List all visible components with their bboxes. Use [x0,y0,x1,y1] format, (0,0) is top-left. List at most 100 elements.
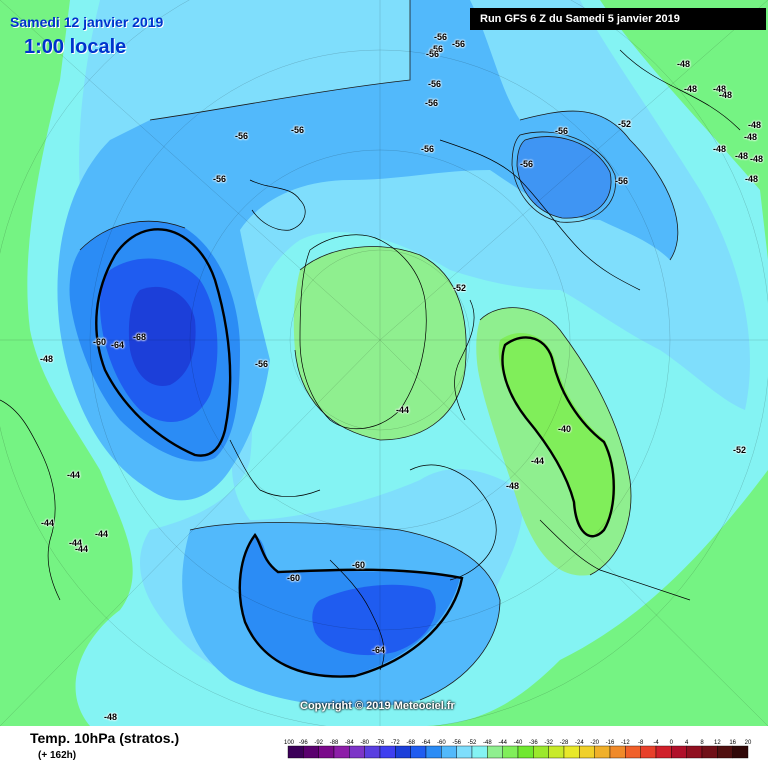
color-scale-label: -36 [529,740,538,746]
isotherm-label: -56 [255,359,269,369]
color-scale-swatch [425,745,442,759]
isotherm-label: -56 [425,98,439,108]
color-scale-label: -76 [376,740,385,746]
color-scale-label: -84 [345,740,354,746]
isotherm-label: -40 [558,424,572,434]
isotherm-label: -44 [75,544,89,554]
isotherm-label: -48 [719,90,733,100]
color-scale-label: -16 [606,740,615,746]
isotherm-label: -60 [93,337,107,347]
color-scale-swatch [517,745,534,759]
isotherm-label: -56 [434,32,448,42]
isotherm-label: -48 [713,144,727,154]
isotherm-label: -48 [684,84,698,94]
isotherm-label: -48 [745,174,759,184]
isotherm-label: -48 [713,84,727,94]
color-scale-label: -20 [590,740,599,746]
color-scale-label: -64 [422,740,431,746]
graticule [0,0,768,726]
color-scale-label: -8 [638,740,644,746]
isotherm-label: -52 [618,119,632,129]
isotherm-label: -44 [396,405,410,415]
color-scale-swatch [441,745,457,759]
isotherm-label: -56 [430,44,444,54]
color-scale-swatch [579,745,595,759]
isotherm-label: -68 [133,332,147,342]
isotherm-band-minus-60-siberia [516,136,612,219]
color-scale-swatch [548,745,565,759]
color-scale-label: -52 [468,740,477,746]
isotherm-label: -48 [748,120,762,130]
color-scale-swatch [333,745,350,759]
color-scale-swatch [471,745,488,759]
isotherm-band-minus-68 [128,286,196,386]
isotherm-label: -56 [428,79,442,89]
isotherm-label: -48 [750,154,764,164]
color-scale-label: -80 [360,740,369,746]
color-scale-swatch [456,745,473,759]
color-scale-label: -12 [621,740,630,746]
isotherm-label: -56 [421,144,435,154]
color-scale-label: -28 [560,740,569,746]
color-scale-swatch [364,745,381,759]
isotherm-band-minus-64-south [312,584,436,656]
color-scale-swatch [395,745,411,759]
thin-isotherm-lines [79,0,679,701]
isotherm-label: -48 [104,712,118,722]
isotherm-label: -56 [291,125,305,135]
color-scale-label: 16 [729,740,736,746]
color-scale-label: -100 [284,740,295,746]
contour-minus-60-north [95,228,232,457]
forecast-hour: (+ 162h) [38,750,77,761]
isotherm-label: -48 [677,59,691,69]
color-scale-swatch [655,745,672,759]
color-scale-swatch [410,745,427,759]
color-scale-label: 0 [670,740,674,746]
isotherm-label: -56 [235,131,249,141]
isotherm-label: -44 [41,518,55,528]
contour-minus-40 [501,336,615,538]
color-scale-swatch [732,745,749,759]
copyright-text: Copyright © 2019 Meteociel.fr [300,700,455,712]
color-scale-label: -88 [330,740,339,746]
color-scale-swatch [640,745,657,759]
color-scale-swatch [287,745,304,759]
color-scale-swatch [349,745,365,759]
color-scale-label: -32 [544,740,553,746]
isotherm-label: -64 [111,340,125,350]
color-scale-legend: -100-96-92-88-84-80-76-72-68-64-60-56-52… [284,740,752,759]
isotherm-label: -64 [372,645,386,655]
isotherm-label: -44 [67,470,81,480]
isotherm-label: -56 [615,176,629,186]
model-run-banner: Run GFS 6 Z du Samedi 5 janvier 2019 [470,8,766,30]
color-scale-label: -48 [483,740,492,746]
color-scale-label: 12 [714,740,721,746]
color-scale-swatch [671,745,687,759]
color-scale-label: -24 [575,740,584,746]
color-scale-label: 20 [745,740,752,746]
isotherm-label: -56 [520,159,534,169]
local-time-title: 1:00 locale [24,36,127,58]
isotherm-label: -60 [352,560,366,570]
isotherm-label: -56 [452,39,466,49]
color-scale-label: -56 [452,740,461,746]
isotherm-band-minus-40 [498,332,616,536]
isotherm-label: -60 [287,573,301,583]
isotherm-label: -44 [95,529,109,539]
isotherm-label: -52 [453,283,467,293]
coastlines [0,49,741,671]
color-scale-swatch [318,745,335,759]
isotherm-label: -44 [69,538,83,548]
color-scale-swatch [594,745,611,759]
forecast-date-title: Samedi 12 janvier 2019 [10,14,164,30]
isotherm-label: -52 [733,445,747,455]
color-scale-swatch [717,745,733,759]
isotherm-label: -48 [506,481,520,491]
isotherm-label: -44 [531,456,545,466]
isotherm-label: -48 [744,132,758,142]
color-scale-label: 4 [685,740,689,746]
variable-name: Temp. 10hPa (stratos.) [30,730,180,746]
color-scale-label: -4 [653,740,659,746]
color-scale-label: -40 [514,740,523,746]
